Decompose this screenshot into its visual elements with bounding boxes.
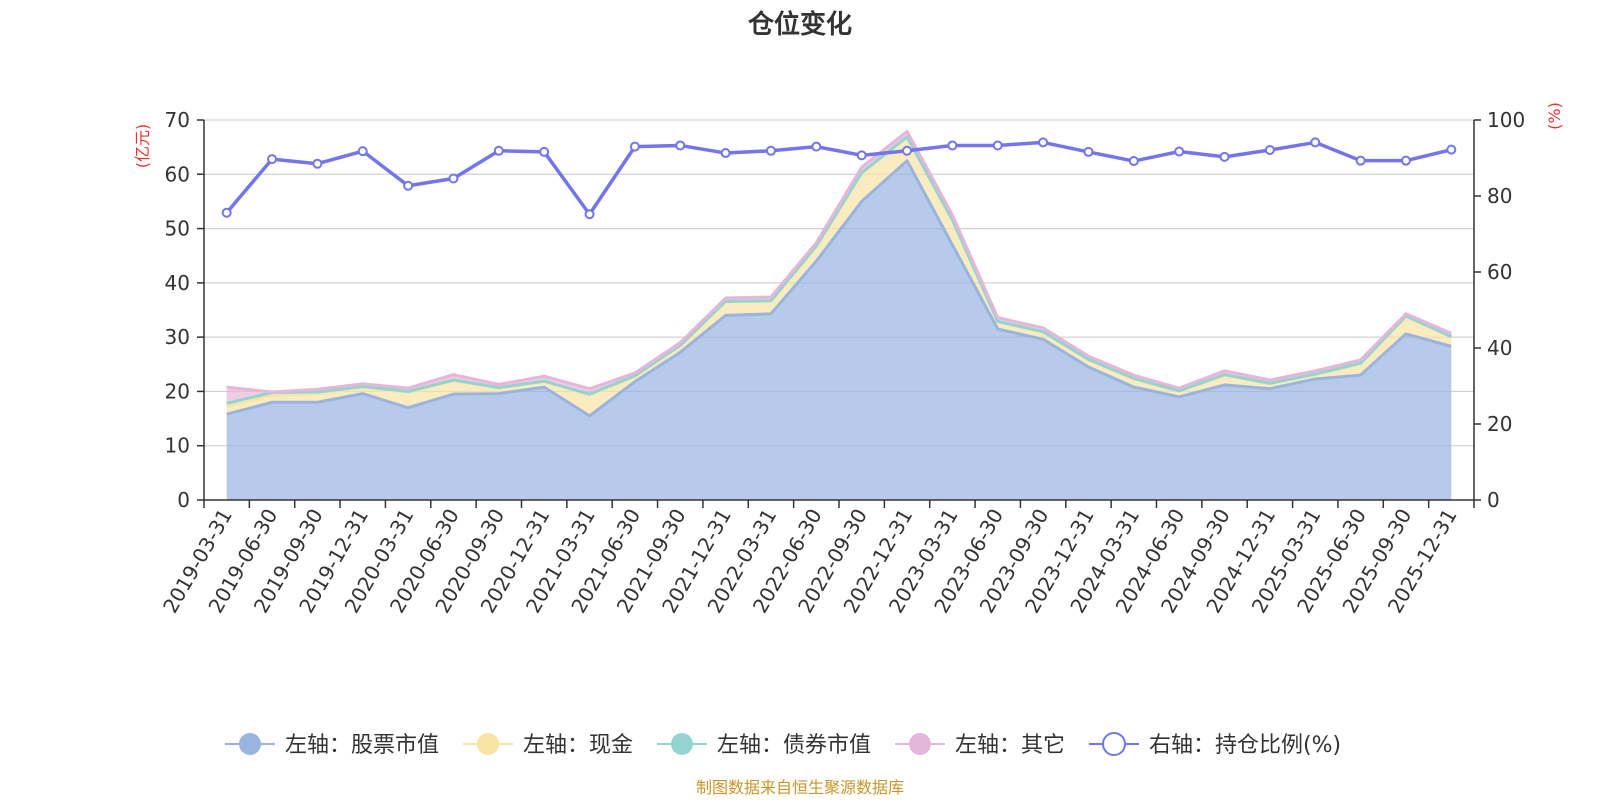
ratio-point: [947, 140, 958, 151]
legend-marker: [477, 733, 499, 755]
right-tick-label: 80: [1487, 184, 1512, 208]
legend-marker: [671, 733, 693, 755]
ratio-point: [493, 145, 504, 156]
legend: 左轴：股票市值 左轴：现金 左轴：债券市值 左轴：其它 右轴：持仓比例(%): [225, 732, 1341, 758]
right-tick-label: 60: [1487, 260, 1512, 284]
ratio-point: [1219, 151, 1230, 162]
legend-item: 左轴：现金: [463, 733, 633, 758]
ratio-point: [1128, 156, 1139, 167]
left-tick-label: 30: [165, 325, 190, 349]
right-tick-label: 20: [1487, 412, 1512, 436]
legend-label: 左轴：现金: [523, 733, 633, 758]
ratio-point: [720, 148, 731, 159]
ratio-point: [539, 146, 550, 157]
area-edge-左轴：股票市值: [226, 159, 1452, 418]
ratio-point: [448, 173, 459, 184]
legend-label: 左轴：其它: [955, 733, 1065, 758]
ratio-point: [1310, 137, 1321, 148]
legend-item: 右轴：持仓比例(%): [1089, 732, 1341, 758]
ratio-point: [811, 141, 822, 152]
ratio-point: [992, 140, 1003, 151]
legend-item: 左轴：股票市值: [225, 733, 439, 758]
ratio-point: [221, 207, 232, 218]
ratio-point: [1174, 146, 1185, 157]
ratio-point: [584, 209, 595, 220]
right-tick-label: 100: [1487, 108, 1525, 132]
legend-label: 左轴：债券市值: [717, 733, 871, 758]
area-edge-左轴：其它: [226, 129, 1452, 394]
left-tick-label: 40: [165, 271, 190, 295]
left-tick-label: 20: [165, 379, 190, 403]
ratio-point: [1400, 155, 1411, 166]
ratio-point: [1355, 155, 1366, 166]
ratio-point: [403, 180, 414, 191]
legend-label: 右轴：持仓比例(%): [1149, 733, 1341, 758]
left-tick-label: 60: [165, 162, 190, 186]
ratio-point: [357, 146, 368, 157]
legend-marker: [239, 733, 261, 755]
ratio-point: [267, 154, 278, 165]
ratio-point: [1038, 137, 1049, 148]
legend-item: 左轴：债券市值: [657, 733, 871, 758]
left-tick-label: 70: [165, 108, 190, 132]
right-tick-label: 0: [1487, 488, 1500, 512]
legend-item: 左轴：其它: [895, 733, 1065, 758]
ratio-line: [221, 137, 1457, 220]
ratio-point: [629, 141, 640, 152]
legend-label: 左轴：股票市值: [285, 733, 439, 758]
ratio-point: [312, 158, 323, 169]
area-edge-左轴：债券市值: [226, 135, 1452, 405]
legend-marker: [1102, 732, 1126, 756]
stacked-areas: [226, 129, 1452, 500]
ratio-line-path: [225, 140, 1452, 216]
left-tick-label: 50: [165, 217, 190, 241]
area-左轴：股票市值: [226, 160, 1452, 500]
legend-marker: [909, 733, 931, 755]
left-axis-unit: (亿元): [133, 124, 152, 169]
left-tick-label: 0: [177, 488, 190, 512]
ratio-point: [1083, 146, 1094, 157]
right-axis-unit: (%): [1545, 102, 1564, 130]
chart-title: 仓位变化: [747, 9, 852, 40]
ratio-point: [765, 145, 776, 156]
ratio-point: [856, 150, 867, 161]
left-tick-label: 10: [165, 434, 190, 458]
ratio-point: [1264, 145, 1275, 156]
ratio-point: [1446, 144, 1457, 155]
ratio-point: [902, 145, 913, 156]
data-source-note: 制图数据来自恒生聚源数据库: [696, 778, 904, 797]
right-tick-label: 40: [1487, 336, 1512, 360]
ratio-point: [675, 140, 686, 151]
